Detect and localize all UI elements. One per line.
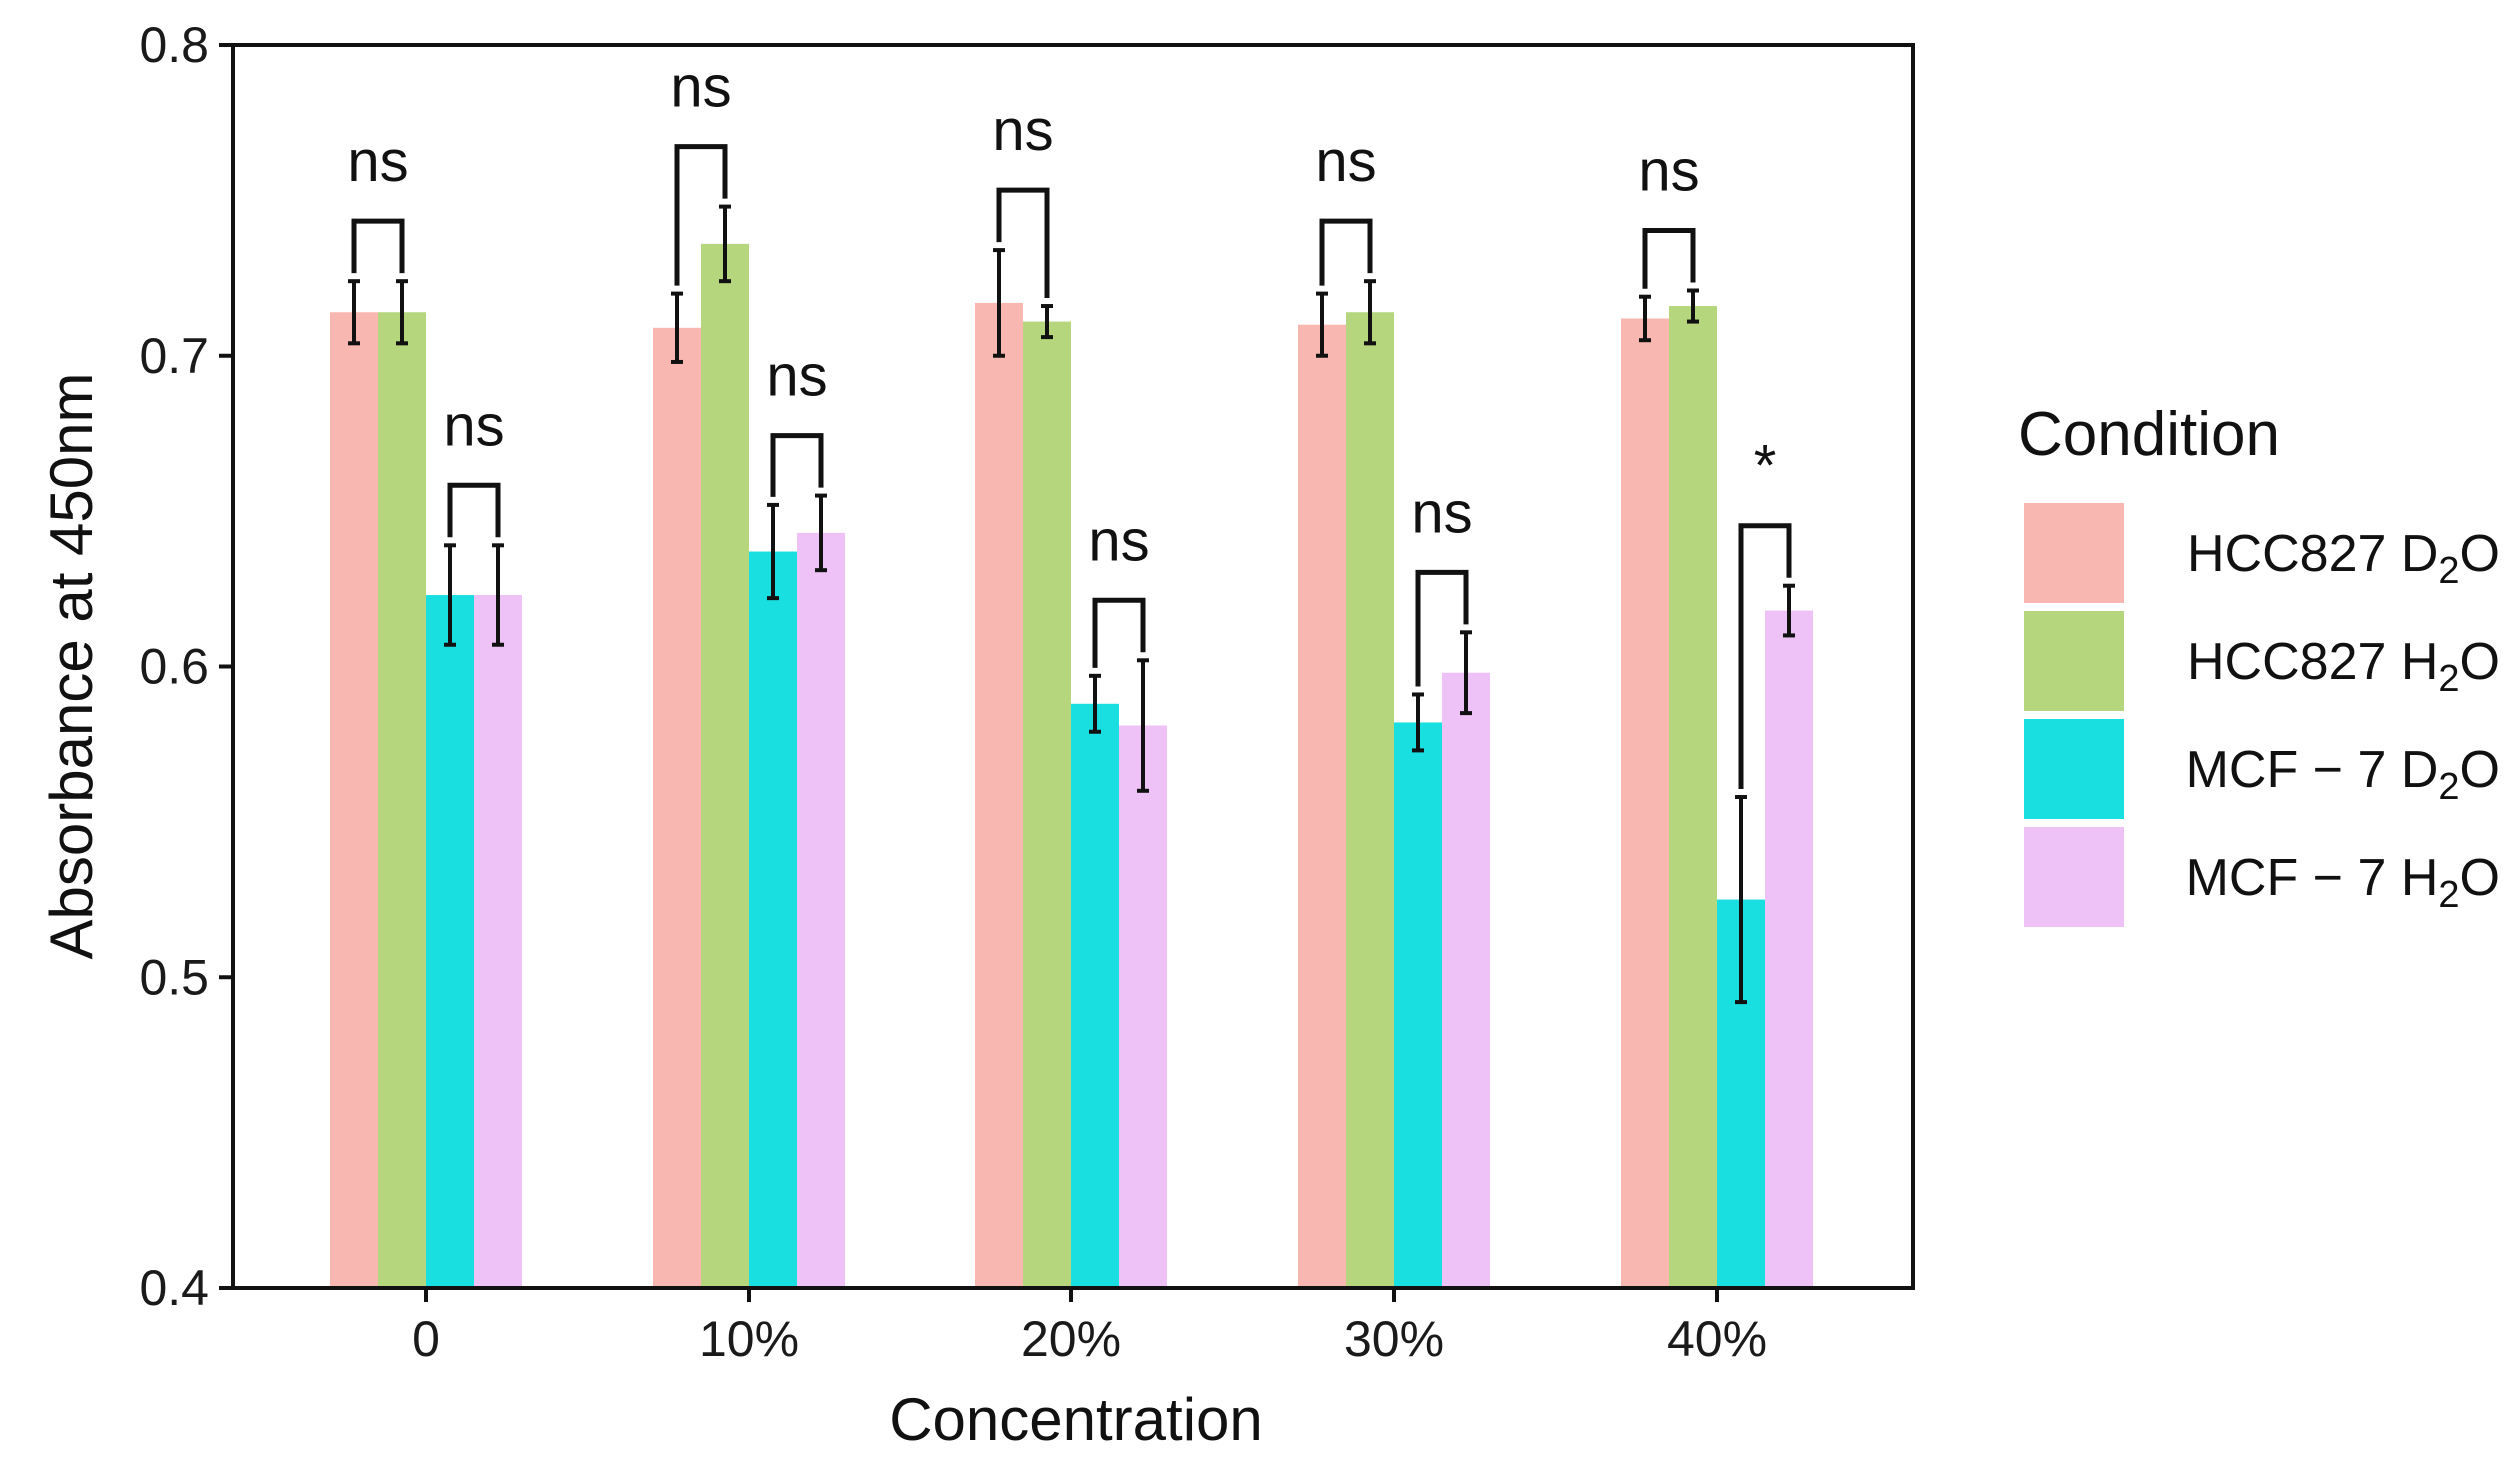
legend-swatch-1 — [2024, 611, 2124, 711]
y-tick-label: 0.4 — [139, 1260, 209, 1316]
x-tick-label: 40% — [1667, 1311, 1767, 1367]
significance-bracket-7 — [1415, 569, 1469, 687]
error-bar-4-3 — [1783, 583, 1795, 638]
bar-2-3 — [1119, 725, 1167, 1288]
y-tick-label: 0.5 — [139, 949, 209, 1005]
bracket-line — [996, 187, 1050, 299]
significance-bracket-4 — [996, 187, 1050, 299]
significance-label-6: ns — [1315, 129, 1376, 194]
legend-label-3: MCF − 7 H2O — [2186, 849, 2500, 916]
bar-4-0 — [1621, 318, 1669, 1289]
significance-bracket-9 — [1738, 523, 1792, 790]
y-tick-label: 0.8 — [139, 17, 209, 73]
error-bar-1-3 — [815, 493, 827, 573]
bar-3-1 — [1346, 312, 1394, 1288]
bar-1-1 — [701, 243, 749, 1288]
legend-label-1: HCC827 H2O — [2187, 633, 2500, 700]
bracket-line — [1092, 597, 1146, 668]
bar-0-3 — [474, 595, 522, 1288]
error-bar-2-0 — [993, 248, 1005, 358]
bar-3-3 — [1442, 672, 1490, 1288]
bar-0-2 — [426, 595, 474, 1288]
legend-title: Condition — [2018, 400, 2280, 469]
significance-bracket-1 — [447, 482, 501, 538]
bar-3-2 — [1394, 722, 1442, 1288]
error-bar-3-1 — [1364, 279, 1376, 346]
error-bar-0-1 — [396, 279, 408, 346]
legend-label-2: MCF − 7 D2O — [2186, 741, 2500, 808]
significance-label-3: ns — [766, 344, 827, 409]
error-bar-2-3 — [1137, 658, 1149, 793]
y-tick-label: 0.7 — [139, 328, 209, 384]
bracket-line — [447, 482, 501, 538]
significance-label-1: ns — [443, 393, 504, 458]
bracket-line — [1415, 569, 1469, 687]
significance-label-8: ns — [1638, 138, 1699, 203]
error-bar-0-3 — [492, 543, 504, 647]
error-bar-0-0 — [348, 279, 360, 346]
bar-1-2 — [749, 551, 797, 1288]
legend-swatch-3 — [2024, 827, 2124, 927]
error-bar-4-1 — [1687, 288, 1699, 324]
error-bar-3-2 — [1412, 692, 1424, 753]
significance-bracket-3 — [770, 433, 824, 497]
significance-label-5: ns — [1088, 508, 1149, 573]
error-bar-0-2 — [444, 543, 456, 647]
significance-label-4: ns — [992, 98, 1053, 163]
error-bar-4-0 — [1639, 294, 1651, 343]
bar-4-3 — [1765, 610, 1813, 1288]
error-bar-4-2 — [1735, 795, 1747, 1005]
y-tick-label: 0.6 — [139, 639, 209, 695]
bracket-line — [351, 218, 405, 274]
significance-bracket-6 — [1319, 218, 1373, 286]
legend-label-0: HCC827 D2O — [2187, 525, 2500, 592]
significance-label-7: ns — [1411, 480, 1472, 545]
significance-label-0: ns — [347, 129, 408, 194]
bar-0-1 — [378, 312, 426, 1288]
significance-label-2: ns — [670, 55, 731, 120]
x-axis-title: Concentration — [889, 1386, 1263, 1453]
x-tick-label: 30% — [1344, 1311, 1444, 1367]
error-bar-3-0 — [1316, 291, 1328, 358]
bar-1-3 — [797, 532, 845, 1288]
bar-0-0 — [330, 312, 378, 1288]
y-axis-title: Absorbance at 450nm — [38, 372, 105, 959]
x-tick-label: 10% — [699, 1311, 799, 1367]
bracket-line — [1319, 218, 1373, 286]
error-bar-1-1 — [719, 204, 731, 284]
significance-bracket-8 — [1642, 227, 1696, 289]
legend: Condition HCC827 D2O HCC827 H2O MCF − 7 D2… — [2018, 400, 2500, 927]
error-bar-1-0 — [671, 291, 683, 364]
error-bar-3-3 — [1460, 630, 1472, 716]
error-bar-2-2 — [1089, 673, 1101, 734]
legend-swatch-2 — [2024, 719, 2124, 819]
x-tick-label: 20% — [1021, 1311, 1121, 1367]
bar-2-2 — [1071, 703, 1119, 1288]
bar-2-0 — [975, 302, 1023, 1288]
bracket-line — [1738, 523, 1792, 790]
bracket-line — [770, 433, 824, 497]
significance-bracket-2 — [674, 144, 728, 286]
error-bar-1-2 — [767, 502, 779, 601]
significance-label-9: * — [1754, 434, 1777, 499]
significance-bracket-0 — [351, 218, 405, 274]
error-bar-2-1 — [1041, 304, 1053, 340]
bracket-line — [674, 144, 728, 286]
bar-4-1 — [1669, 306, 1717, 1288]
bar-3-0 — [1298, 324, 1346, 1288]
bar-1-0 — [653, 327, 701, 1289]
significance-bracket-5 — [1092, 597, 1146, 668]
x-tick-label: 0 — [412, 1311, 440, 1367]
bracket-line — [1642, 227, 1696, 289]
plot-area: ns ns ns ns ns ns ns ns ns * 0.4 0.5 0.6 0.7 0.8 0 10% 20… — [139, 17, 1915, 1367]
bar-2-1 — [1023, 321, 1071, 1288]
legend-swatch-0 — [2024, 503, 2124, 603]
